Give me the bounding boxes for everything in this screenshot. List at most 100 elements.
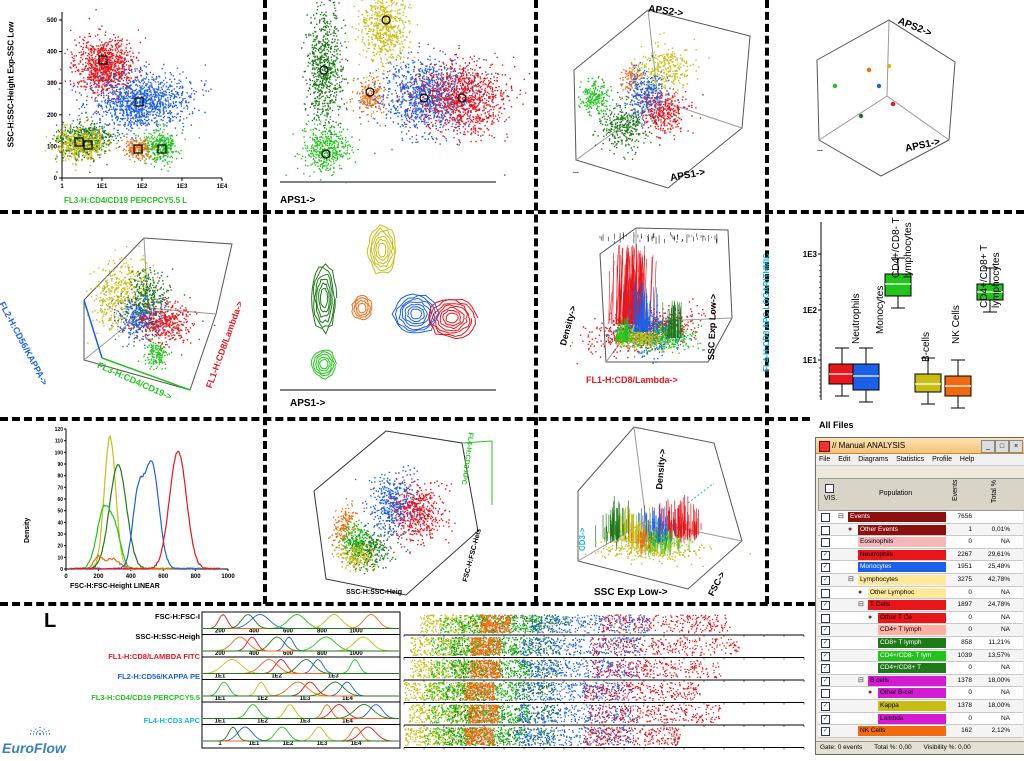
population-row[interactable]: ✓ CD8+ T lymph 858 11,21% bbox=[818, 636, 1023, 650]
parallel-plots: 200 400 600 800 1000 200 400 600 800 1000 1E1 1E2 1E… bbox=[28, 611, 805, 750]
menu-statistics[interactable]: Statistics bbox=[896, 456, 925, 463]
visibility-checkbox[interactable] bbox=[821, 513, 830, 522]
window-titlebar[interactable]: // Manual ANALYSIS _ □ × bbox=[816, 438, 1024, 454]
centroid-point bbox=[832, 83, 838, 89]
x-tick-label: 800 bbox=[191, 574, 202, 580]
population-row[interactable]: ⊟ Events 7656 bbox=[818, 511, 1023, 524]
population-bullet-icon[interactable]: ● bbox=[848, 525, 853, 533]
col-total-header[interactable]: Total % bbox=[991, 480, 998, 503]
visibility-checkbox[interactable]: ✓ bbox=[821, 664, 830, 674]
population-row[interactable]: ✓ Neutrophils 2267 29,61% bbox=[818, 548, 1023, 562]
population-bullet-icon[interactable]: ● bbox=[868, 613, 873, 621]
panel-letter: L bbox=[44, 610, 57, 632]
mini-histogram bbox=[203, 636, 399, 652]
centroid-marker bbox=[321, 149, 331, 159]
population-name: CD4+/CD8- T lym bbox=[878, 650, 946, 661]
population-events: 162 bbox=[961, 727, 972, 735]
manual-analysis-window[interactable]: // Manual ANALYSIS _ □ × File Edit Diagr… bbox=[815, 437, 1024, 755]
visibility-checkbox[interactable]: ✓ bbox=[821, 701, 830, 711]
row-tick-label: 1E3 bbox=[328, 674, 339, 680]
box-body bbox=[884, 273, 912, 297]
population-row[interactable]: ● Other Lymphoc 0 NA bbox=[818, 586, 1023, 600]
maximize-button[interactable]: □ bbox=[995, 440, 1009, 453]
visibility-checkbox[interactable]: ✓ bbox=[821, 626, 830, 636]
population-row[interactable]: ● Other Events 1 0,01% bbox=[818, 523, 1023, 537]
population-row[interactable]: ✓ CD4+ T lymph 0 NA bbox=[818, 624, 1023, 637]
population-row[interactable]: Eosinophils 0 NA bbox=[818, 536, 1023, 549]
close-button[interactable]: × bbox=[1009, 440, 1023, 453]
visibility-checkbox[interactable] bbox=[821, 538, 830, 548]
parameter-label: SSC-H:SSC-Heigh bbox=[135, 632, 200, 641]
tree-collapse-icon[interactable]: ⊟ bbox=[858, 676, 864, 684]
population-row[interactable]: ✓ NK Cells 162 2,12% bbox=[818, 725, 1023, 738]
bcells-histogram bbox=[69, 434, 220, 570]
population-events: 0 bbox=[968, 613, 972, 621]
menu-profile[interactable]: Profile bbox=[932, 456, 952, 463]
y-tick-label: 70 bbox=[57, 485, 63, 491]
population-total-percent: NA bbox=[1000, 689, 1010, 697]
minimize-button[interactable]: _ bbox=[981, 440, 995, 453]
population-row[interactable]: ✓ ⊟ T Cells 1897 24,78% bbox=[818, 599, 1023, 612]
all-files-label: All Files bbox=[819, 420, 854, 430]
population-row[interactable]: ✓ CD4+/CD8- T lym 1039 13,57% bbox=[818, 649, 1023, 663]
hexagon-3d-plot bbox=[313, 430, 493, 596]
grid-divider bbox=[0, 417, 810, 421]
col-events-header[interactable]: Events bbox=[952, 479, 959, 501]
population-name: Lymphocytes bbox=[858, 574, 946, 585]
parameter-dotband bbox=[410, 636, 740, 657]
population-row[interactable]: ● Other B-cel 0 NA bbox=[818, 687, 1023, 700]
centroid-point bbox=[890, 101, 896, 107]
centroid-marker bbox=[98, 55, 108, 65]
population-row[interactable]: ✓ Monocytes 1951 25,48% bbox=[818, 561, 1023, 574]
panel-3d-aps: APS2-> APS1-> ... bbox=[538, 0, 764, 210]
box-label: NK Cells bbox=[951, 305, 962, 344]
visibility-checkbox[interactable] bbox=[821, 525, 830, 535]
parameter-dotband bbox=[408, 704, 721, 724]
visibility-checkbox[interactable] bbox=[821, 689, 830, 699]
menu-file[interactable]: File bbox=[819, 456, 831, 463]
parameter-dotband bbox=[404, 726, 681, 747]
centroid-marker bbox=[157, 144, 167, 154]
y-tick-label: 100 bbox=[55, 450, 64, 456]
visibility-checkbox[interactable] bbox=[821, 613, 830, 623]
cd4-tcells-contour bbox=[310, 349, 337, 380]
centroid-marker bbox=[133, 144, 143, 154]
population-row[interactable]: ✓ ⊟ Lymphocytes 3275 42,78% bbox=[818, 573, 1023, 587]
row-tick-label: 200 bbox=[215, 651, 226, 657]
visibility-checkbox[interactable]: ✓ bbox=[821, 714, 830, 724]
population-bullet-icon[interactable]: ● bbox=[858, 588, 863, 596]
visibility-checkbox[interactable]: ✓ bbox=[821, 575, 830, 585]
x-tick-label: 1E3 bbox=[177, 184, 188, 190]
mini-histogram bbox=[203, 681, 399, 697]
population-row[interactable]: ✓ CD4+/CD8+ T 0 NA bbox=[818, 662, 1023, 675]
population-row[interactable]: ✓ ⊟ B cells 1378 18,00% bbox=[818, 674, 1023, 688]
tree-collapse-icon[interactable]: ⊟ bbox=[848, 575, 854, 583]
visibility-checkbox[interactable]: ✓ bbox=[821, 727, 830, 737]
parameter-label: FL1-H:CD8/LAMBDA FITC bbox=[108, 652, 200, 661]
visibility-checkbox[interactable] bbox=[821, 588, 830, 598]
population-bullet-icon[interactable]: ● bbox=[868, 689, 873, 697]
visibility-checkbox[interactable]: ✓ bbox=[821, 550, 830, 560]
visibility-checkbox[interactable]: ✓ bbox=[821, 601, 830, 611]
population-row[interactable]: ✓ Lambda 0 NA bbox=[818, 712, 1023, 726]
population-row[interactable]: ✓ Kappa 1378 18,00% bbox=[818, 699, 1023, 713]
mini-histogram bbox=[203, 681, 399, 697]
visibility-checkbox[interactable]: ✓ bbox=[821, 638, 830, 648]
box-4 bbox=[944, 359, 972, 409]
tree-collapse-icon[interactable]: ⊟ bbox=[858, 601, 864, 609]
population-row[interactable]: ● Other T Ce 0 NA bbox=[818, 611, 1023, 625]
visibility-checkbox[interactable]: ✓ bbox=[821, 651, 830, 661]
y-tick-label: 40 bbox=[57, 520, 63, 526]
population-name: Events bbox=[848, 512, 946, 522]
row-tick-label: 1 bbox=[218, 741, 222, 747]
tree-collapse-icon[interactable]: ⊟ bbox=[838, 513, 844, 520]
visibility-checkbox[interactable]: ✓ bbox=[821, 676, 830, 686]
vis-header-checkbox[interactable] bbox=[825, 484, 834, 493]
col-population-header[interactable]: Population bbox=[879, 490, 913, 497]
menu-diagrams[interactable]: Diagrams bbox=[858, 456, 889, 463]
visibility-checkbox[interactable]: ✓ bbox=[821, 563, 830, 573]
menu-edit[interactable]: Edit bbox=[838, 456, 851, 463]
menu-help[interactable]: Help bbox=[959, 456, 975, 463]
cube-outline bbox=[573, 9, 751, 189]
y-tick-label: 1E3 bbox=[803, 250, 818, 259]
